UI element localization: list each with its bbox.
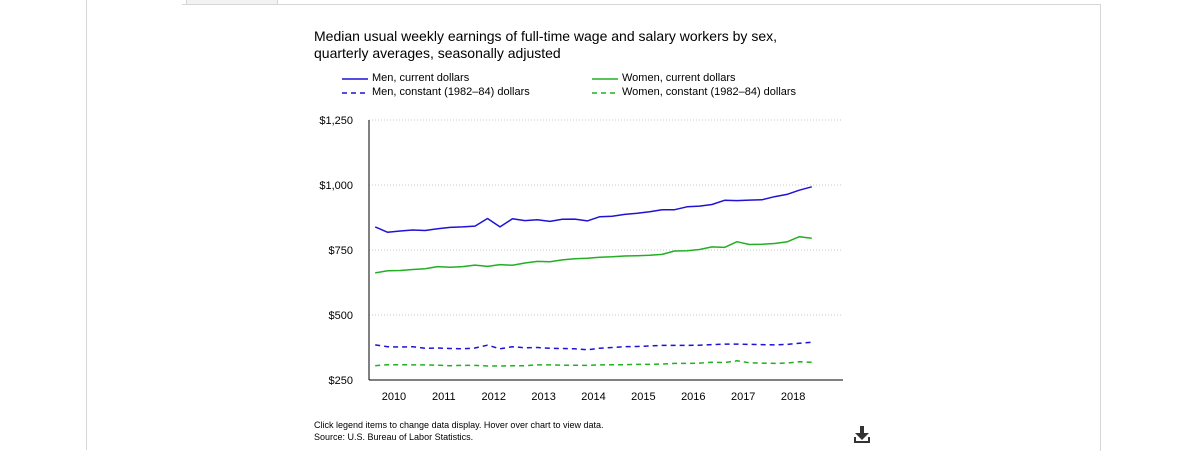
chart-panel: [182, 4, 1101, 451]
chart-title-line-2: quarterly averages, seasonally adjusted: [314, 45, 561, 61]
legend-label: Men, current dollars: [372, 72, 470, 84]
chart-title-line-1: Median usual weekly earnings of full-tim…: [314, 28, 777, 44]
download-button[interactable]: [851, 424, 873, 446]
y-tick-label: $500: [329, 310, 353, 322]
series-line-3: [375, 360, 812, 367]
legend-item-women-current[interactable]: Women, current dollars: [592, 72, 736, 85]
x-tick-label: 2015: [631, 391, 655, 403]
x-tick-label: 2014: [581, 391, 605, 403]
legend-swatch-men-current: [342, 77, 368, 80]
footnote-source: Source: U.S. Bureau of Labor Statistics.: [314, 432, 474, 442]
x-tick-label: 2017: [731, 391, 755, 403]
x-tick-label: 2013: [531, 391, 555, 403]
x-tick-label: 2016: [681, 391, 705, 403]
legend-swatch-men-constant: [342, 91, 368, 94]
legend-swatch-women-constant: [592, 91, 618, 94]
legend-label: Women, current dollars: [622, 72, 736, 84]
y-tick-label: $750: [329, 245, 353, 257]
legend-item-men-current[interactable]: Men, current dollars: [342, 72, 469, 85]
y-tick-label: $1,250: [319, 115, 353, 127]
legend-item-women-constant[interactable]: Women, constant (1982–84) dollars: [592, 86, 796, 99]
legend-label: Men, constant (1982–84) dollars: [372, 86, 530, 98]
chart-title: Median usual weekly earnings of full-tim…: [314, 28, 814, 62]
series-line-1: [375, 235, 812, 274]
footnote-instructions: Click legend items to change data displa…: [314, 420, 604, 430]
legend-label: Women, constant (1982–84) dollars: [622, 86, 797, 98]
x-tick-label: 2011: [432, 391, 456, 403]
legend-swatch-women-current: [592, 77, 618, 80]
download-icon: [854, 426, 870, 443]
y-tick-label: $1,000: [319, 180, 353, 192]
page-border: [86, 0, 87, 450]
legend-item-men-constant[interactable]: Men, constant (1982–84) dollars: [342, 86, 530, 99]
series-line-0: [374, 186, 812, 234]
series-line-2: [375, 341, 812, 351]
y-tick-label: $250: [329, 375, 353, 387]
x-tick-label: 2018: [781, 391, 805, 403]
tab-stub[interactable]: [186, 0, 278, 5]
x-tick-label: 2012: [481, 391, 505, 403]
x-tick-label: 2010: [382, 391, 406, 403]
